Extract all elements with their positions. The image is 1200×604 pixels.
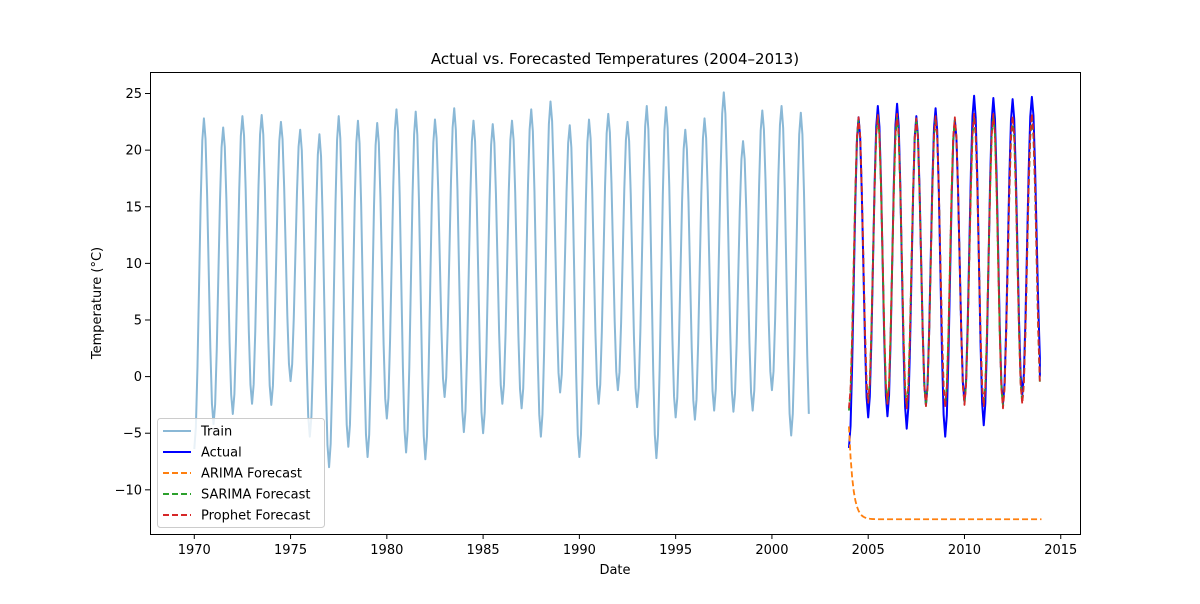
y-axis-ticks: −10 −5 0 5 10 15 20 25 — [115, 87, 150, 498]
legend: Train Actual ARIMA Forecast SARIMA Forecast… — [157, 418, 325, 528]
x-tick-label: 2015 — [1044, 543, 1077, 558]
legend-label: Prophet Forecast — [201, 509, 310, 524]
x-tick-label: 1990 — [563, 543, 596, 558]
x-tick-label: 2010 — [948, 543, 981, 558]
y-tick-label: −10 — [115, 483, 142, 498]
series-line-sarima-forecast — [848, 114, 1041, 411]
x-tick-label: 1980 — [370, 543, 403, 558]
series-line-arima-forecast — [848, 426, 1042, 521]
series-layer — [193, 91, 1042, 521]
x-tick-label: 1975 — [274, 543, 307, 558]
legend-label: ARIMA Forecast — [201, 467, 302, 482]
series-line-train — [193, 91, 810, 469]
legend-box — [157, 418, 325, 528]
series-line-prophet-forecast — [848, 113, 1041, 410]
legend-label: SARIMA Forecast — [201, 488, 311, 503]
y-tick-label: 15 — [125, 200, 142, 215]
plot-frame — [150, 72, 1081, 535]
x-tick-label: 2000 — [755, 543, 788, 558]
x-tick-label: 1995 — [659, 543, 692, 558]
chart-title: Actual vs. Forecasted Temperatures (2004… — [431, 50, 799, 68]
x-axis-ticks: 1970 1975 1980 1985 1990 1995 2000 2005 2010 2015 — [178, 534, 1077, 558]
legend-label: Train — [200, 425, 232, 440]
x-tick-label: 1985 — [467, 543, 500, 558]
x-tick-label: 1970 — [178, 543, 211, 558]
y-tick-label: 10 — [125, 257, 142, 272]
x-axis-label: Date — [599, 563, 630, 578]
y-axis-label: Temperature (°C) — [90, 247, 105, 360]
x-tick-label: 2005 — [852, 543, 885, 558]
y-tick-label: 25 — [125, 87, 142, 102]
y-tick-label: −5 — [123, 427, 142, 442]
y-tick-label: 0 — [134, 370, 142, 385]
y-tick-label: 5 — [134, 313, 142, 328]
legend-label: Actual — [201, 446, 242, 461]
y-tick-label: 20 — [125, 144, 142, 159]
